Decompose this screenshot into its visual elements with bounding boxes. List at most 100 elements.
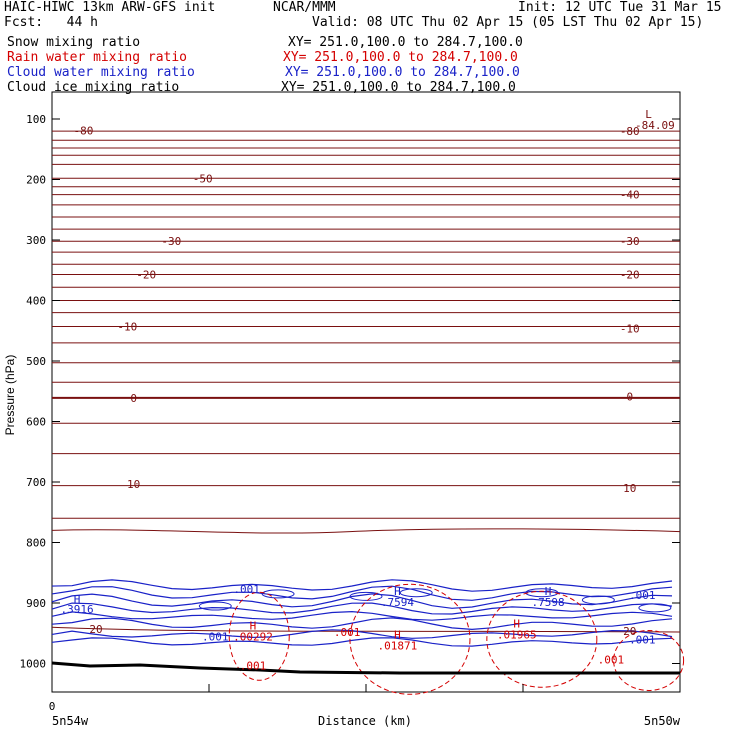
y-tick-label: 500 <box>26 355 46 368</box>
cloud-water-cell <box>638 603 672 613</box>
cloud-water-contour <box>51 610 673 621</box>
y-tick-label: 300 <box>26 234 46 247</box>
cloud-water-cell <box>198 601 232 611</box>
field-cloudice-xy: XY= 251.0,100.0 to 284.7,100.0 <box>281 80 516 95</box>
y-tick-label: 200 <box>26 174 46 187</box>
field-rain-xy: XY= 251.0,100.0 to 284.7,100.0 <box>283 50 518 65</box>
cloud-water-contour <box>51 617 673 631</box>
isotherm-label: -10 <box>117 321 137 334</box>
cloud-water-cell <box>399 588 433 598</box>
y-tick-label: 700 <box>26 476 46 489</box>
isotherm-label: 20 <box>89 623 102 636</box>
cloud-water-label: .3916 <box>61 603 94 616</box>
rain-water-contour <box>349 583 471 695</box>
forecast-hour: Fcst: 44 h <box>4 15 98 30</box>
rain-water-contour <box>486 590 598 688</box>
cloud-water-label: .7598 <box>532 596 565 609</box>
isotherm-label: -50 <box>193 172 213 185</box>
cloud-water-label: .001 <box>629 633 656 646</box>
cloud-water-contour <box>51 593 673 609</box>
field-rain-name: Rain water mixing ratio <box>7 50 188 65</box>
cloud-water-cell <box>261 589 295 599</box>
rain-water-label: .001 <box>598 653 625 666</box>
y-tick-label: 600 <box>26 416 46 429</box>
cloud-water-contours <box>51 579 673 647</box>
cloud-water-cell <box>581 595 615 605</box>
y-tick-label: 100 <box>26 113 46 126</box>
isotherm-label: -30 <box>161 235 181 248</box>
isotherm-line <box>51 626 681 633</box>
isotherm-line <box>51 528 681 534</box>
cloud-water-contour <box>51 629 673 639</box>
x-right-location: 5n50w <box>644 714 681 728</box>
cloud-water-contour <box>51 579 673 592</box>
isotherm-label: -20 <box>620 268 640 281</box>
isotherm-line <box>51 286 681 289</box>
contour-labels: -80 -80 -50 -40 -30 -30 -20 -20 -10 -10 0 0 10 10 20 20… <box>61 108 675 672</box>
isotherm-label: -80 <box>73 124 93 137</box>
cloud-water-cell <box>349 591 383 601</box>
rain-water-contours <box>228 583 685 695</box>
cloud-water-label: H <box>74 593 81 606</box>
rain-water-label: .01965 <box>497 628 537 641</box>
field-snow-name: Snow mixing ratio <box>7 35 141 50</box>
init-time: Init: 12 UTC Tue 31 Mar 15 <box>518 0 722 15</box>
isotherm-label: -30 <box>620 235 640 248</box>
terrain-line <box>51 661 680 675</box>
rain-water-label: .00292 <box>233 630 273 643</box>
isotherm-line <box>51 216 681 218</box>
minimum-value: -84.09 <box>635 119 675 132</box>
y-axis-title: Pressure (hPa) <box>3 355 17 436</box>
rain-water-label: H <box>394 628 401 641</box>
cloud-water-label: .001 <box>629 589 656 602</box>
field-snow-xy: XY= 251.0,100.0 to 284.7,100.0 <box>288 35 523 50</box>
x-left-location: 5n54w <box>52 714 89 728</box>
y-tick-label: 900 <box>26 597 46 610</box>
rain-water-label: .001 <box>240 659 267 672</box>
isotherm-lines <box>51 130 681 633</box>
isotherm-line <box>51 130 681 133</box>
cloud-water-label: .7594 <box>381 596 414 609</box>
isotherm-label: 10 <box>623 482 636 495</box>
cloud-water-label: H <box>394 585 401 598</box>
x-start-tick-label: 0 <box>49 700 56 713</box>
y-tick-label: 400 <box>26 295 46 308</box>
isotherm-label: 20 <box>623 625 636 638</box>
rain-water-label: .01871 <box>378 639 418 652</box>
isotherm-label: 0 <box>626 391 633 404</box>
isotherm-line <box>51 381 681 384</box>
minimum-marker: L <box>645 108 652 121</box>
isotherm-line <box>51 325 681 328</box>
rain-water-label: .001 <box>334 626 361 639</box>
model-title: HAIC-HIWC 13km ARW-GFS init <box>4 0 216 15</box>
isotherm-label: 10 <box>127 478 140 491</box>
x-axis-title: Distance (km) <box>318 714 412 728</box>
field-cloudwater-xy: XY= 251.0,100.0 to 284.7,100.0 <box>285 65 520 80</box>
isotherm-line <box>51 185 681 188</box>
field-cloudice-name: Cloud ice mixing ratio <box>7 80 180 95</box>
cloud-water-contour <box>51 602 673 615</box>
cloud-water-contour <box>51 637 673 647</box>
isotherm-line <box>51 251 681 254</box>
rain-water-contour <box>613 629 685 691</box>
cloud-water-label: .001 <box>233 583 260 596</box>
valid-time: Valid: 08 UTC Thu 02 Apr 15 (05 LST Thu … <box>312 15 704 30</box>
rain-water-label: H <box>513 618 520 631</box>
isotherm-label: -10 <box>620 322 640 335</box>
isotherm-label: -20 <box>136 268 156 281</box>
isotherm-line <box>51 154 681 157</box>
isotherm-label: -80 <box>620 125 640 138</box>
cloud-water-label: H <box>545 585 552 598</box>
cloud-water-cell <box>525 588 559 598</box>
rain-water-contour <box>228 591 290 681</box>
rain-water-label: H <box>250 619 257 632</box>
y-tick-label: 800 <box>26 537 46 550</box>
isotherm-label: 0 <box>130 392 137 405</box>
cloud-water-label: .001 <box>202 630 229 643</box>
field-cloudwater-name: Cloud water mixing ratio <box>7 65 195 80</box>
y-tick-label: 1000 <box>20 658 47 671</box>
cloud-water-contour <box>51 585 673 601</box>
isotherm-line <box>51 452 681 455</box>
